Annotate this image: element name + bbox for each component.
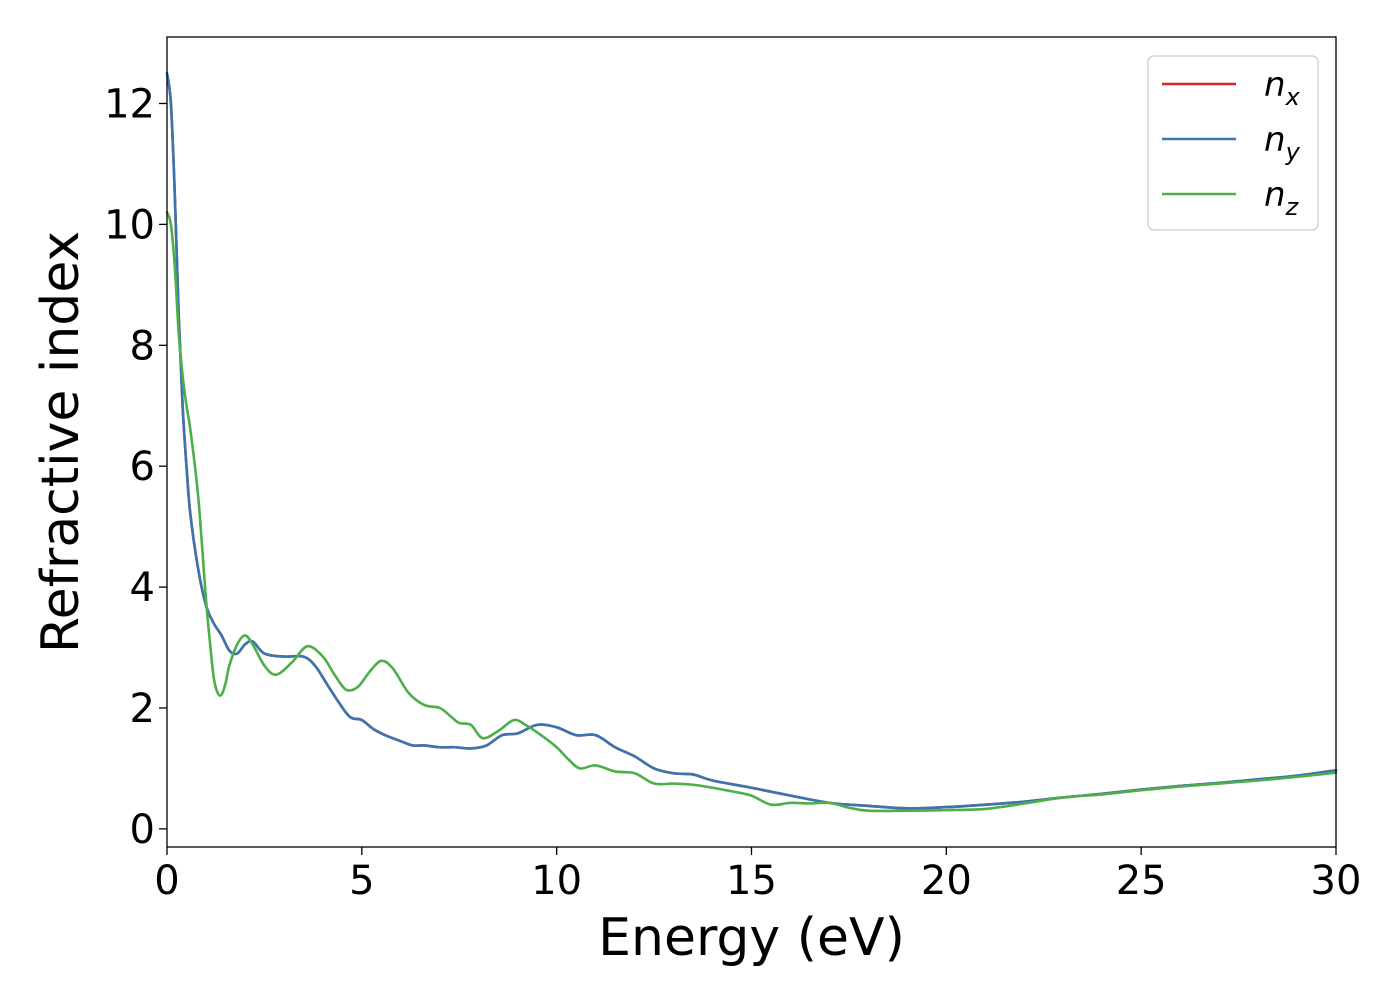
y-tick-label: 12	[104, 81, 155, 127]
x-tick-label: 5	[349, 858, 374, 904]
x-tick-label: 15	[726, 858, 777, 904]
legend-label-subscript: x	[1285, 83, 1301, 111]
legend-box	[1147, 55, 1319, 231]
legend-label-subscript: y	[1285, 138, 1301, 166]
legend-label-main: n	[1264, 175, 1286, 215]
y-tick-label: 10	[104, 202, 155, 248]
x-tick-label: 30	[1311, 858, 1362, 904]
x-tick-label: 20	[921, 858, 972, 904]
y-tick-label: 0	[130, 807, 155, 853]
legend-label-n-x: nx	[1264, 65, 1301, 111]
y-tick-label: 4	[130, 565, 155, 611]
y-tick-label: 2	[130, 686, 155, 732]
x-tick-label: 0	[154, 858, 179, 904]
series-line-n-z	[165, 211, 1338, 813]
x-axis-label: Energy (eV)	[598, 908, 905, 968]
series-layer	[165, 71, 1338, 813]
x-axis-ticks: 0 5 10 15 20 25 30	[154, 847, 1361, 904]
y-axis-label: Refractive index	[31, 231, 91, 653]
legend-label-main: n	[1264, 65, 1286, 105]
legend-label-n-y: ny	[1264, 120, 1301, 166]
x-tick-label: 10	[531, 858, 582, 904]
y-axis-ticks: 0 2 4 6 8 10 12	[104, 81, 167, 853]
y-tick-label: 6	[130, 444, 155, 490]
x-tick-label: 25	[1116, 858, 1167, 904]
y-tick-label: 8	[130, 323, 155, 369]
series-line-n-y	[165, 71, 1338, 810]
legend-label-n-z: nz	[1264, 175, 1300, 221]
legend-label-main: n	[1264, 120, 1286, 160]
legend-label-subscript: z	[1285, 193, 1300, 221]
